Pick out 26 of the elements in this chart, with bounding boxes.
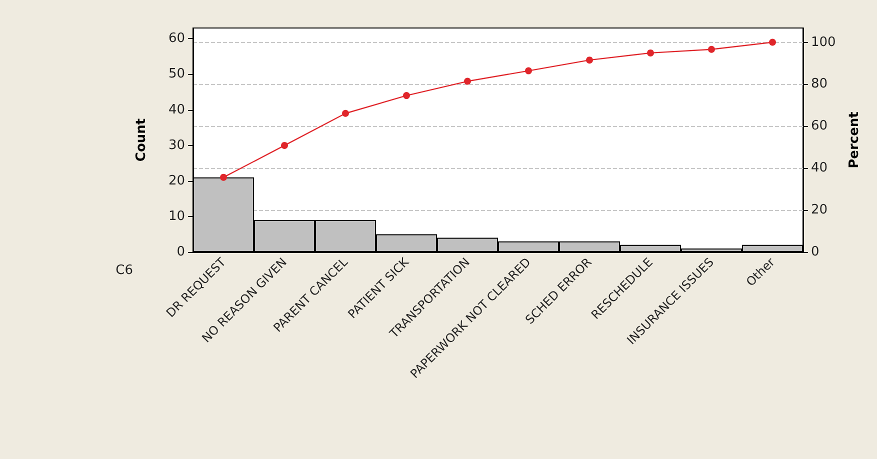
point (464, 78, 471, 85)
y2-tick-label: 40 (811, 160, 828, 176)
y2-tick-label: 20 (811, 202, 828, 218)
y-axis-title: Count (134, 118, 149, 162)
point (281, 142, 288, 149)
point (342, 110, 349, 117)
point (586, 56, 593, 64)
y2-tick-label: 100 (811, 34, 836, 50)
y2-tick-label: 80 (811, 76, 828, 92)
y-tick-label: 60 (168, 31, 185, 46)
y-tick-label: 40 (168, 102, 185, 118)
y-tick-label: 50 (168, 66, 185, 82)
y2-tick-label: 60 (811, 118, 828, 134)
point (647, 49, 654, 56)
y-tick-label: 30 (168, 138, 185, 153)
y-tick-label: 0 (176, 244, 185, 260)
point (769, 38, 776, 46)
point (403, 92, 410, 100)
y2-axis-title: Percent (847, 112, 862, 168)
point (220, 174, 227, 181)
point (525, 67, 532, 74)
y-tick-label: 20 (168, 173, 185, 188)
y2-tick-label: 0 (811, 244, 820, 260)
x-axis-title: C6 (116, 263, 133, 278)
y-tick-label: 10 (168, 208, 185, 224)
point (708, 46, 715, 53)
